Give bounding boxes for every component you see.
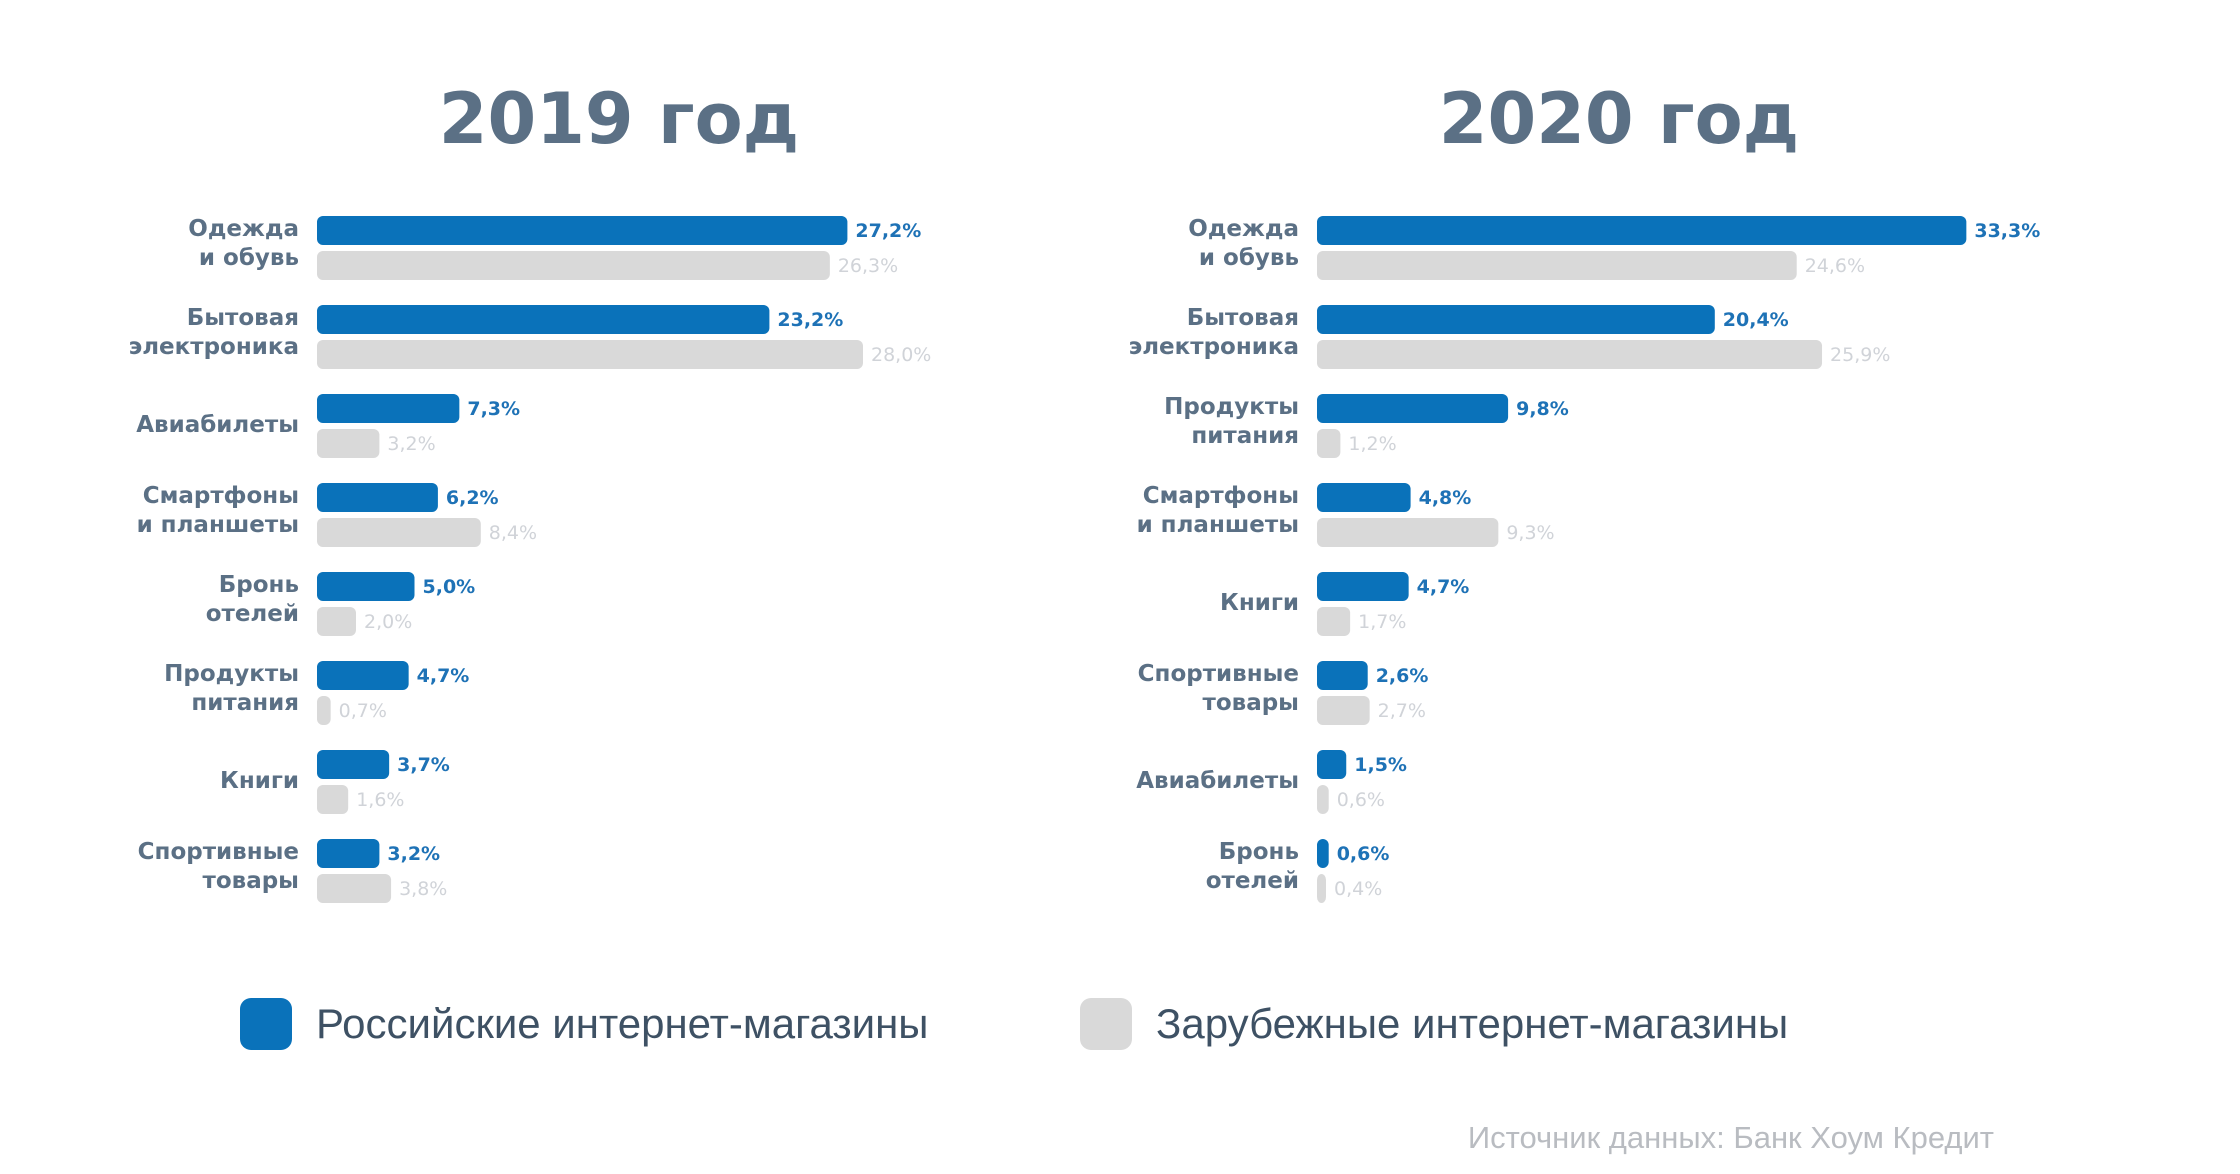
- category-label: Продукты питания: [1164, 394, 1299, 449]
- chart-2019: 2019 год Одежда и обувь 27,2% 26,3% Бытовая эл…: [0, 0, 1120, 960]
- value-label-russian: 2,6%: [1376, 665, 1429, 687]
- value-label-foreign: 0,4%: [1334, 878, 1382, 900]
- category-label: Бытовая электроника: [1129, 305, 1299, 360]
- value-label-foreign: 1,6%: [356, 789, 404, 811]
- category-label: Авиабилеты: [1136, 768, 1299, 794]
- value-label-foreign: 0,6%: [1337, 789, 1385, 811]
- value-label-russian: 5,0%: [423, 576, 476, 598]
- value-label-foreign: 1,7%: [1358, 611, 1406, 633]
- bar-russian: [1317, 394, 1509, 423]
- category-label: Бронь отелей: [1206, 839, 1299, 894]
- value-label-russian: 1,5%: [1354, 754, 1407, 776]
- value-label-foreign: 2,7%: [1378, 700, 1426, 722]
- bar-foreign: [317, 340, 863, 369]
- value-label-russian: 23,2%: [777, 309, 843, 331]
- category-label: Смартфоны и планшеты: [137, 483, 299, 538]
- chart-2019-svg: 2019 год Одежда и обувь 27,2% 26,3% Бытовая эл…: [129, 78, 931, 903]
- value-label-foreign: 9,3%: [1506, 522, 1554, 544]
- bar-russian: [317, 305, 770, 334]
- category-label: Авиабилеты: [136, 412, 299, 438]
- source-note: Источник данных: Банк Хоум Кредит: [1467, 1120, 1994, 1155]
- bar-russian: [1317, 661, 1368, 690]
- value-label-russian: 4,7%: [1417, 576, 1470, 598]
- bar-foreign: [1317, 340, 1823, 369]
- category-label: Книги: [1220, 590, 1299, 616]
- category-label: Смартфоны и планшеты: [1137, 483, 1299, 538]
- bar-foreign: [1317, 251, 1797, 280]
- value-label-russian: 3,2%: [387, 843, 440, 865]
- bar-foreign: [317, 429, 380, 458]
- bar-russian: [1317, 750, 1347, 779]
- value-label-russian: 0,6%: [1337, 843, 1390, 865]
- category-label: Одежда и обувь: [188, 216, 299, 271]
- bar-foreign: [1317, 696, 1370, 725]
- bar-russian: [1317, 839, 1329, 868]
- legend-label-russian: Российские интернет-магазины: [316, 1000, 929, 1047]
- bar-russian: [1317, 572, 1409, 601]
- value-label-russian: 20,4%: [1723, 309, 1789, 331]
- legend: Российские интернет-магазины Зарубежные …: [0, 996, 2240, 1056]
- bar-foreign: [317, 874, 392, 903]
- category-label: Спортивные товары: [1138, 661, 1299, 716]
- bar-foreign: [317, 696, 331, 725]
- bar-foreign: [1317, 607, 1351, 636]
- bar-russian: [317, 572, 415, 601]
- bar-russian: [317, 750, 390, 779]
- value-label-russian: 9,8%: [1516, 398, 1569, 420]
- category-label: Бронь отелей: [206, 572, 299, 627]
- value-label-russian: 7,3%: [467, 398, 520, 420]
- bar-foreign: [317, 607, 356, 636]
- bar-foreign: [1317, 429, 1341, 458]
- chart-2020-svg: 2020 год Одежда и обувь 33,3% 24,6% Бытовая эл…: [1129, 78, 2040, 903]
- legend-label-foreign: Зарубежные интернет-магазины: [1156, 1000, 1789, 1047]
- value-label-foreign: 24,6%: [1805, 255, 1865, 277]
- value-label-foreign: 28,0%: [871, 344, 931, 366]
- bar-russian: [1317, 216, 1967, 245]
- category-label: Спортивные товары: [138, 839, 299, 894]
- value-label-foreign: 3,2%: [387, 433, 435, 455]
- value-label-foreign: 8,4%: [489, 522, 537, 544]
- legend-swatch-foreign: [1080, 998, 1132, 1050]
- value-label-foreign: 2,0%: [364, 611, 412, 633]
- value-label-russian: 6,2%: [446, 487, 499, 509]
- bar-russian: [1317, 483, 1411, 512]
- legend-item-foreign: Зарубежные интернет-магазины: [1080, 996, 1788, 1052]
- legend-swatch-russian: [240, 998, 292, 1050]
- category-label: Книги: [220, 768, 299, 794]
- value-label-foreign: 3,8%: [399, 878, 447, 900]
- legend-item-russian: Российские интернет-магазины: [240, 996, 928, 1052]
- bar-russian: [317, 661, 409, 690]
- bar-foreign: [1317, 518, 1499, 547]
- bar-russian: [317, 483, 438, 512]
- value-label-foreign: 26,3%: [838, 255, 898, 277]
- value-label-foreign: 25,9%: [1830, 344, 1890, 366]
- chart-title: 2020 год: [1439, 78, 1799, 160]
- value-label-russian: 33,3%: [1974, 220, 2040, 242]
- category-label: Бытовая электроника: [129, 305, 299, 360]
- chart-2020: 2020 год Одежда и обувь 33,3% 24,6% Бытовая эл…: [1000, 0, 2120, 960]
- bar-foreign: [1317, 785, 1329, 814]
- bar-foreign: [317, 785, 349, 814]
- value-label-russian: 3,7%: [397, 754, 450, 776]
- category-label: Одежда и обувь: [1188, 216, 1299, 271]
- chart-title: 2019 год: [439, 78, 799, 160]
- bar-russian: [317, 216, 848, 245]
- value-label-foreign: 0,7%: [339, 700, 387, 722]
- value-label-russian: 27,2%: [855, 220, 921, 242]
- bar-russian: [1317, 305, 1715, 334]
- bar-foreign: [1317, 874, 1326, 903]
- category-label: Продукты питания: [164, 661, 299, 716]
- value-label-russian: 4,7%: [417, 665, 470, 687]
- bar-russian: [317, 839, 380, 868]
- value-label-russian: 4,8%: [1419, 487, 1472, 509]
- bar-foreign: [317, 251, 830, 280]
- bar-foreign: [317, 518, 481, 547]
- bar-russian: [317, 394, 460, 423]
- value-label-foreign: 1,2%: [1348, 433, 1396, 455]
